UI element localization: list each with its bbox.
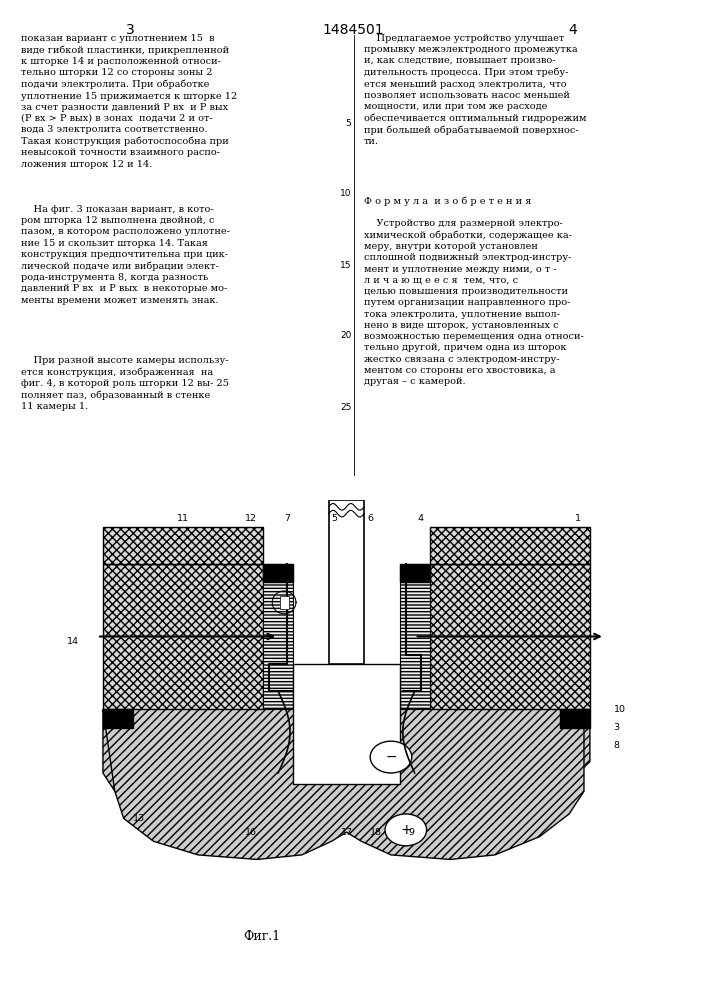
Text: показан вариант с уплотнением 15  в
виде гибкой пластинки, прикрепленной
к шторк: показан вариант с уплотнением 15 в виде … <box>21 34 238 169</box>
Text: 6: 6 <box>367 514 373 523</box>
Text: 10: 10 <box>614 705 626 714</box>
Text: 20: 20 <box>340 332 351 340</box>
Text: 13: 13 <box>132 814 145 823</box>
Bar <box>400 564 430 582</box>
Bar <box>263 564 293 582</box>
Text: На фиг. 3 показан вариант, в кото-
ром шторка 12 выполнена двойной, с
пазом, в к: На фиг. 3 показан вариант, в кото- ром ш… <box>21 205 230 305</box>
Bar <box>560 709 590 728</box>
Text: Фиг.1: Фиг.1 <box>243 930 280 944</box>
Bar <box>103 527 263 564</box>
Bar <box>430 527 590 564</box>
Text: Ф о р м у л а  и з о б р е т е н и я: Ф о р м у л а и з о б р е т е н и я <box>364 197 532 207</box>
Bar <box>279 596 288 609</box>
Text: 2: 2 <box>112 714 118 723</box>
Text: 15: 15 <box>340 260 351 269</box>
Text: 14: 14 <box>67 637 79 646</box>
Text: 5: 5 <box>346 118 351 127</box>
Text: 1484501: 1484501 <box>322 23 385 37</box>
Text: 7: 7 <box>284 514 290 523</box>
Bar <box>430 564 590 709</box>
Text: 18: 18 <box>370 828 382 837</box>
Text: 12: 12 <box>245 514 257 523</box>
Bar <box>263 564 293 709</box>
Text: 25: 25 <box>340 403 351 412</box>
Circle shape <box>385 814 426 846</box>
Bar <box>329 500 364 664</box>
Text: Устройство для размерной электро-
химической обработки, содержащее ка-
меру, вну: Устройство для размерной электро- химиче… <box>364 219 584 386</box>
Text: 9: 9 <box>409 828 415 837</box>
Text: 1: 1 <box>575 514 581 523</box>
Text: 4: 4 <box>418 514 423 523</box>
Bar <box>103 709 133 728</box>
Text: При разной высоте камеры использу-
ется конструкция, изображенная  на
фиг. 4, в : При разной высоте камеры использу- ется … <box>21 356 229 411</box>
Bar <box>103 564 263 709</box>
Bar <box>400 564 430 709</box>
Text: 4: 4 <box>568 23 577 37</box>
Text: 10: 10 <box>340 190 351 198</box>
Text: 8: 8 <box>614 741 619 750</box>
Circle shape <box>370 741 411 773</box>
Text: 5: 5 <box>332 514 337 523</box>
Text: 3: 3 <box>614 723 620 732</box>
Polygon shape <box>103 709 590 805</box>
Text: 17: 17 <box>341 828 352 837</box>
Polygon shape <box>103 709 584 859</box>
Text: 16: 16 <box>245 828 257 837</box>
Text: 11: 11 <box>177 514 189 523</box>
Text: Предлагаемое устройство улучшает
промывку межэлектродного промежутка
и, как след: Предлагаемое устройство улучшает промывк… <box>364 34 587 146</box>
Text: 3: 3 <box>127 23 135 37</box>
Text: +: + <box>400 823 411 837</box>
Text: −: − <box>385 750 397 764</box>
Bar <box>293 664 400 784</box>
